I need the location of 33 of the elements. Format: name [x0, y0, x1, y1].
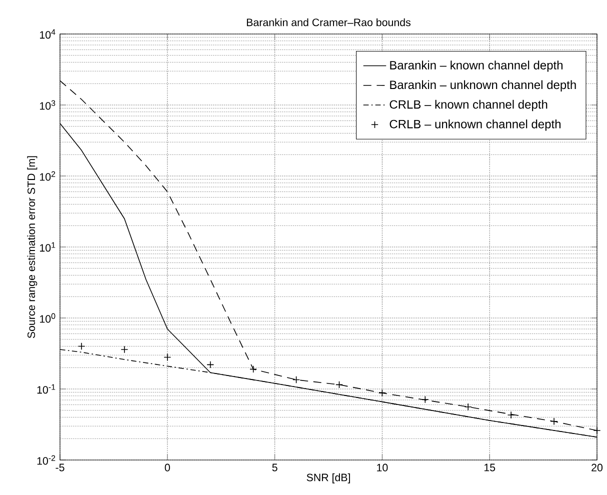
point: [421, 396, 429, 404]
y-tick-label: 10$^{4}$: [40, 29, 56, 39]
x-tick-label: 20: [592, 464, 603, 472]
legend-label: Barankin – unknown channel depth: [390, 80, 576, 92]
y-axis-title: Source range estimation error STD [m]: [27, 156, 38, 338]
x-axis-title: SNR [dB]: [306, 473, 350, 484]
y-tick-label: 10$^{3}$: [40, 100, 56, 110]
point: [464, 403, 472, 411]
point: [550, 418, 558, 426]
point: [507, 411, 515, 419]
point: [164, 354, 172, 361]
point: [292, 376, 300, 384]
y-tick-label: 10$^{0}$: [40, 313, 56, 323]
x-tick-label: 15: [484, 464, 496, 472]
point: [206, 360, 214, 368]
point: [250, 365, 258, 373]
x-tick-label: 5: [272, 464, 278, 472]
y-tick-label: 10$^{2}$: [40, 171, 56, 181]
point: [78, 342, 86, 350]
legend-label: CRLB – known channel depth: [390, 100, 548, 112]
x-tick-label: -5: [56, 464, 64, 472]
x-tick-label: 10: [377, 464, 388, 472]
x-tick-label: 0: [164, 464, 170, 472]
chart-title: Barankin and Cramer–Rao bounds: [246, 18, 410, 26]
point: [120, 346, 128, 354]
point: [336, 380, 343, 388]
legend-label: CRLB – unknown channel depth: [390, 120, 560, 131]
point: [378, 389, 386, 397]
y-tick-label: 10$^{1}$: [40, 242, 56, 252]
point: [593, 426, 601, 434]
y-tick-label: 10$^{-2}$: [37, 455, 56, 465]
y-tick-label: 10$^{-1}$: [37, 384, 56, 394]
legend-label: Barankin – known channel depth: [390, 60, 562, 72]
